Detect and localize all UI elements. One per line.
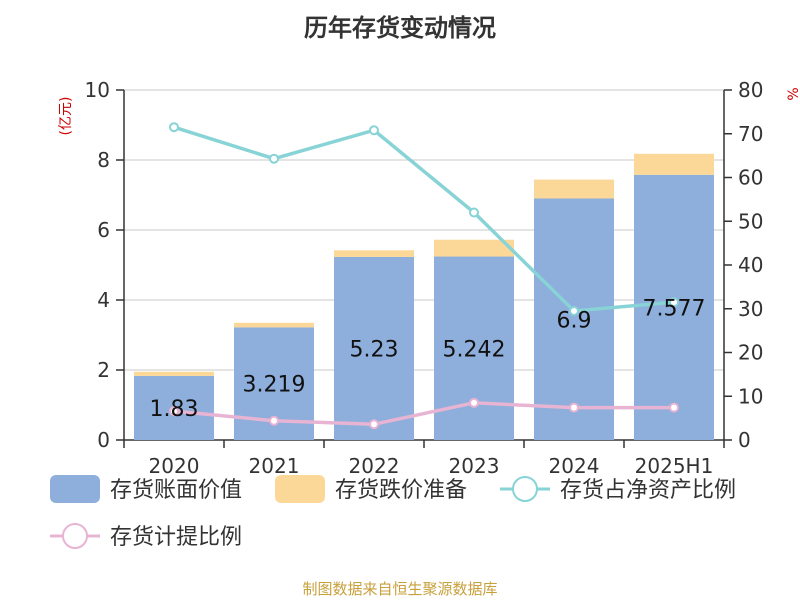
inventory-to-net-assets-point bbox=[369, 125, 379, 136]
x-tick-label: 2025H1 bbox=[635, 454, 714, 478]
provision-ratio-point bbox=[669, 402, 679, 413]
provision-ratio-point bbox=[569, 402, 579, 413]
legend-impairment-provision-label: 存货跌价准备 bbox=[335, 478, 467, 503]
left-tick-label: 2 bbox=[97, 358, 110, 382]
bar-value-label: 3.219 bbox=[243, 373, 306, 398]
right-tick-label: 60 bbox=[738, 166, 763, 190]
x-tick-label: 2022 bbox=[349, 454, 400, 478]
left-tick-label: 6 bbox=[97, 218, 110, 242]
bar-value-label: 5.242 bbox=[443, 337, 506, 362]
legend-inventory-book-value-label: 存货账面价值 bbox=[110, 478, 242, 503]
legend-provision-ratio-marker bbox=[62, 523, 88, 549]
inventory-to-net-assets-line bbox=[173, 125, 675, 313]
provision-ratio-point bbox=[369, 419, 379, 430]
bar-impairment-provision bbox=[234, 322, 314, 328]
right-tick-label: 40 bbox=[738, 253, 763, 277]
x-tick-label: 2023 bbox=[449, 454, 500, 478]
right-tick-label: 80 bbox=[738, 78, 763, 102]
bar-impairment-provision bbox=[134, 371, 214, 376]
chart-title: 历年存货变动情况 bbox=[304, 14, 496, 42]
bar-value-label: 5.23 bbox=[350, 337, 399, 362]
left-axis-label: (亿元) bbox=[58, 97, 74, 136]
inventory-to-net-assets-point bbox=[569, 305, 579, 316]
legend-impairment-provision-swatch bbox=[275, 475, 325, 503]
inventory-to-net-assets-point bbox=[169, 122, 179, 133]
bar-inventory-book-value bbox=[634, 174, 714, 440]
legend-provision-ratio-label: 存货计提比例 bbox=[110, 525, 242, 550]
right-tick-label: 50 bbox=[738, 209, 763, 233]
bar-value-label: 6.9 bbox=[557, 308, 592, 333]
provision-ratio-point bbox=[169, 406, 179, 417]
provision-ratio-point bbox=[469, 397, 479, 408]
inventory-to-net-assets-point bbox=[269, 153, 279, 164]
legend-inventory-to-net-assets-marker bbox=[512, 476, 538, 502]
right-tick-label: 20 bbox=[738, 341, 763, 365]
left-tick-label: 10 bbox=[85, 78, 110, 102]
bar-value-label: 7.577 bbox=[643, 296, 706, 321]
bar-inventory-book-value bbox=[334, 256, 414, 440]
right-tick-label: 30 bbox=[738, 297, 763, 321]
inventory-to-net-assets-point bbox=[669, 297, 679, 308]
legend-inventory-book-value-swatch bbox=[50, 475, 100, 503]
inventory-to-net-assets-point bbox=[469, 207, 479, 218]
left-tick-label: 4 bbox=[97, 288, 110, 312]
provision-ratio-point bbox=[269, 415, 279, 426]
x-tick-label: 2021 bbox=[249, 454, 300, 478]
bar-impairment-provision bbox=[534, 179, 614, 199]
right-tick-label: 70 bbox=[738, 122, 763, 146]
bar-value-label: 1.83 bbox=[150, 397, 199, 422]
data-source-note: 制图数据来自恒生聚源数据库 bbox=[302, 580, 498, 598]
x-tick-label: 2020 bbox=[149, 454, 200, 478]
x-tick-label: 2024 bbox=[549, 454, 600, 478]
bar-impairment-provision bbox=[434, 239, 514, 257]
legend-inventory-to-net-assets-label: 存货占净资产比例 bbox=[560, 478, 736, 503]
right-tick-label: 10 bbox=[738, 384, 763, 408]
left-tick-label: 0 bbox=[97, 428, 110, 452]
right-axis-label: % bbox=[786, 87, 800, 100]
provision-ratio-line bbox=[173, 401, 674, 426]
bar-impairment-provision bbox=[334, 250, 414, 257]
bar-impairment-provision bbox=[634, 153, 714, 175]
left-tick-label: 8 bbox=[97, 148, 110, 172]
right-tick-label: 0 bbox=[738, 428, 751, 452]
bar-inventory-book-value bbox=[534, 198, 614, 440]
